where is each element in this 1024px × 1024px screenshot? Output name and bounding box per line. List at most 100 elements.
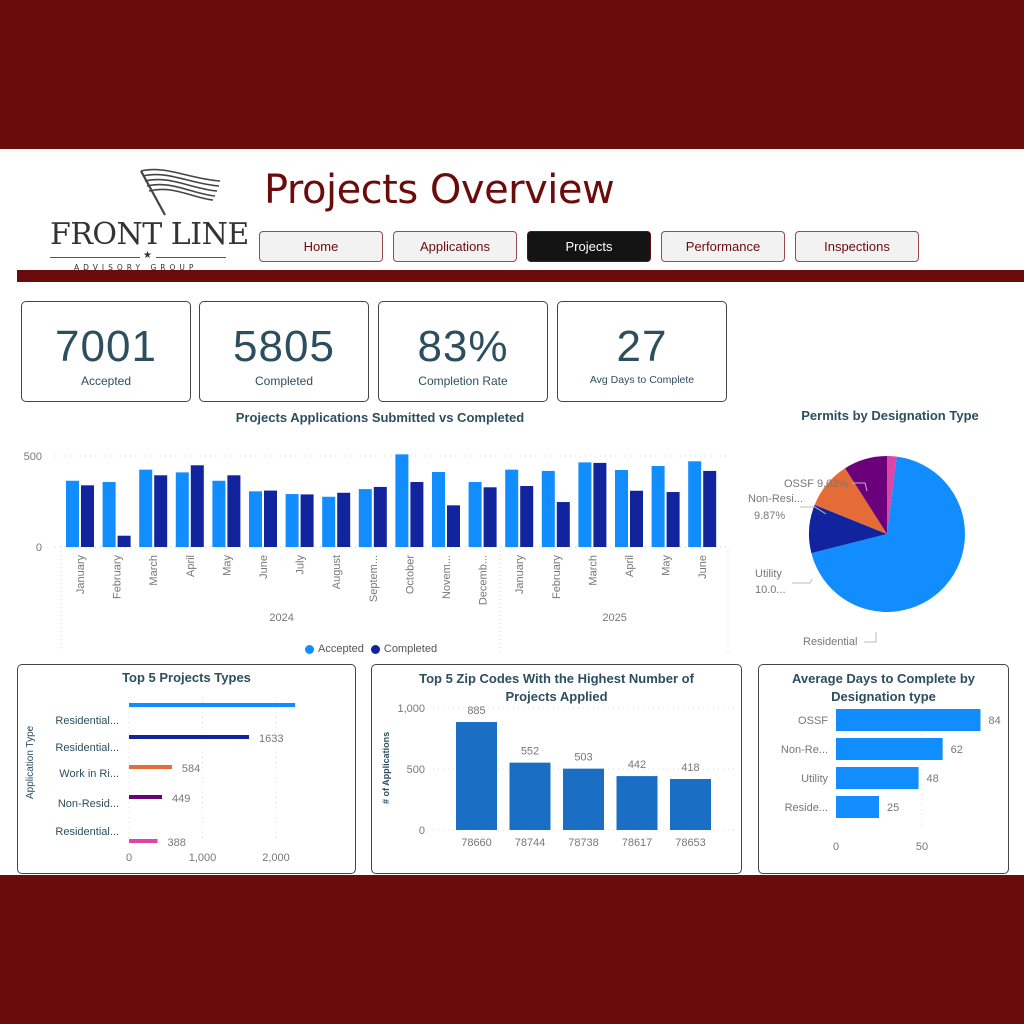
bar-completed[interactable] — [556, 502, 570, 547]
bar-accepted[interactable] — [175, 472, 189, 547]
nav-performance-button[interactable]: Performance — [661, 231, 785, 262]
top-project-types-card: Top 5 Projects Types — [17, 664, 356, 874]
nav-home-button[interactable]: Home — [259, 231, 383, 262]
svg-text:Decemb...: Decemb... — [478, 555, 490, 605]
bar-accepted[interactable] — [505, 469, 519, 547]
bar-completed[interactable] — [703, 470, 717, 547]
bar-accepted[interactable] — [102, 482, 116, 547]
svg-text:25: 25 — [887, 802, 899, 814]
svg-text:July: July — [295, 555, 307, 575]
bar-completed[interactable] — [81, 485, 94, 547]
pie-slice[interactable] — [887, 456, 897, 534]
bar[interactable] — [129, 839, 158, 843]
nav-bar: Home Applications Projects Performance I… — [259, 231, 919, 262]
bar-accepted[interactable] — [688, 461, 702, 547]
bar-accepted[interactable] — [651, 466, 665, 547]
bar-accepted[interactable] — [285, 494, 299, 547]
bar-completed[interactable] — [154, 475, 168, 547]
bar-completed[interactable] — [410, 482, 424, 547]
header-divider — [17, 270, 1024, 282]
svg-text:0: 0 — [833, 841, 839, 853]
bar[interactable] — [836, 796, 879, 818]
svg-text:Non-Resid...: Non-Resid... — [58, 798, 119, 810]
svg-text:June: June — [258, 555, 270, 579]
bar-accepted[interactable] — [541, 470, 555, 547]
bar-completed[interactable] — [483, 487, 497, 547]
nav-projects-button[interactable]: Projects — [527, 231, 651, 262]
bar-accepted[interactable] — [139, 469, 153, 547]
bar[interactable] — [509, 762, 551, 830]
bar-completed[interactable] — [593, 462, 607, 547]
svg-text:78660: 78660 — [461, 837, 492, 849]
monthly-column-chart: 500 0 January February March April May June July… — [24, 451, 730, 652]
kpi-label: Completion Rate — [418, 374, 508, 388]
bar[interactable] — [836, 709, 981, 731]
bar-accepted[interactable] — [468, 482, 482, 547]
legend-accepted: Accepted — [318, 643, 364, 655]
svg-text:1,000: 1,000 — [189, 852, 217, 864]
bar-completed[interactable] — [630, 490, 643, 547]
star-icon: ★ — [143, 250, 152, 261]
svg-text:March: March — [148, 555, 160, 586]
svg-text:0: 0 — [36, 542, 42, 554]
svg-text:Residential: Residential — [803, 636, 857, 648]
svg-text:Non-Resi...: Non-Resi... — [748, 493, 803, 505]
bar-accepted[interactable] — [249, 491, 262, 547]
svg-text:9.87%: 9.87% — [754, 510, 785, 522]
bar-completed[interactable] — [190, 465, 204, 547]
bar[interactable] — [670, 779, 711, 830]
logo-subtitle: ADVISORY GROUP — [74, 263, 198, 272]
bar[interactable] — [129, 795, 163, 799]
pie-slice[interactable] — [814, 468, 887, 534]
pie-slice[interactable] — [811, 456, 965, 612]
svg-text:48: 48 — [927, 773, 939, 785]
bar-completed[interactable] — [666, 492, 680, 547]
pie-slice[interactable] — [845, 456, 887, 534]
bar[interactable] — [129, 765, 172, 769]
bar-completed[interactable] — [520, 486, 534, 547]
svg-text:Residential...: Residential... — [55, 826, 119, 838]
bar-completed[interactable] — [117, 535, 131, 547]
svg-text:# of Applications: # of Applications — [381, 732, 391, 804]
bar[interactable] — [129, 735, 250, 739]
bar-accepted[interactable] — [615, 470, 628, 547]
project-types-title: Top 5 Projects Types — [122, 670, 251, 685]
nav-applications-button[interactable]: Applications — [393, 231, 517, 262]
bar-completed[interactable] — [264, 490, 277, 547]
bar[interactable] — [129, 703, 296, 707]
svg-text:2024: 2024 — [269, 612, 293, 624]
bar-accepted[interactable] — [322, 496, 336, 547]
svg-text:78653: 78653 — [675, 837, 706, 849]
svg-text:August: August — [331, 555, 343, 589]
kpi-value: 27 — [616, 322, 668, 371]
kpi-accepted: 7001 Accepted — [21, 301, 191, 402]
page-title: Projects Overview — [264, 167, 615, 213]
bar-accepted[interactable] — [432, 472, 445, 547]
monthly-chart-title: Projects Applications Submitted vs Compl… — [235, 410, 525, 425]
svg-text:552: 552 — [521, 746, 539, 758]
bar-accepted[interactable] — [578, 462, 592, 547]
legend-completed: Completed — [383, 643, 438, 655]
bar-accepted[interactable] — [212, 480, 226, 547]
svg-text:78738: 78738 — [568, 837, 599, 849]
nav-inspections-button[interactable]: Inspections — [795, 231, 919, 262]
bar[interactable] — [563, 768, 604, 830]
bar-completed[interactable] — [337, 492, 351, 547]
bar[interactable] — [456, 722, 497, 830]
pie-slice[interactable] — [809, 504, 887, 554]
bar-completed[interactable] — [300, 494, 314, 547]
svg-text:442: 442 — [628, 759, 646, 771]
bar-completed[interactable] — [373, 486, 387, 547]
svg-text:78744: 78744 — [515, 837, 546, 849]
bar-accepted[interactable] — [66, 480, 79, 547]
kpi-value: 5805 — [233, 322, 335, 371]
svg-text:388: 388 — [168, 837, 186, 849]
kpi-completion-rate: 83% Completion Rate — [378, 301, 548, 402]
bar-accepted[interactable] — [358, 489, 372, 547]
bar[interactable] — [836, 738, 943, 760]
bar[interactable] — [616, 776, 658, 830]
bar-completed[interactable] — [447, 505, 460, 547]
bar-accepted[interactable] — [395, 454, 409, 547]
bar[interactable] — [836, 767, 919, 789]
bar-completed[interactable] — [227, 475, 241, 547]
